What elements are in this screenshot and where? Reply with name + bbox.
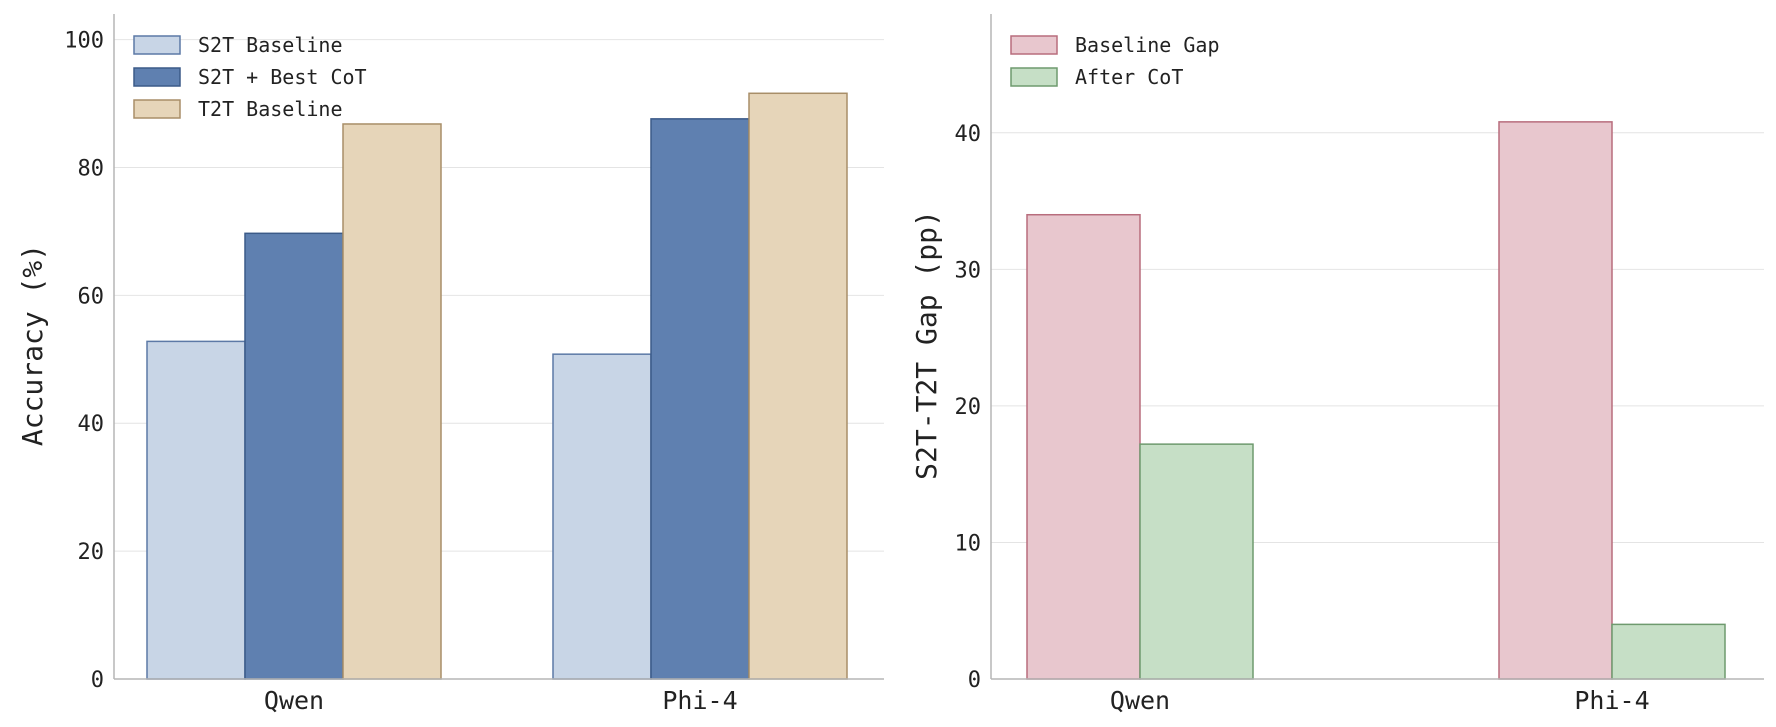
- gap-y-tick-label: 0: [968, 668, 981, 693]
- gap-legend-swatch: [1010, 67, 1058, 87]
- accuracy-bar: [748, 92, 848, 680]
- gap-bar: [1498, 121, 1613, 680]
- accuracy-y-tick-label: 0: [91, 668, 104, 693]
- gap-y-axis-label: S2T-T2T Gap (pp): [910, 210, 943, 480]
- gap-bar: [1139, 443, 1254, 680]
- accuracy-legend-swatch: [133, 35, 181, 55]
- gap-x-tick-label: Phi-4: [1574, 686, 1649, 715]
- accuracy-y-tick-label: 100: [64, 29, 104, 54]
- gap-x-tick-label: Qwen: [1110, 686, 1170, 715]
- accuracy-legend-label: S2T + Best CoT: [198, 65, 367, 89]
- accuracy-y-tick-label: 60: [78, 284, 105, 309]
- accuracy-bar: [244, 232, 344, 680]
- accuracy-y-tick-label: 80: [78, 156, 105, 181]
- accuracy-legend-swatch: [133, 99, 181, 119]
- gap-y-tick-label: 40: [955, 122, 982, 147]
- gap-bar: [1611, 623, 1726, 680]
- gap-legend-label: After CoT: [1075, 65, 1183, 89]
- gap-legend-label: Baseline Gap: [1075, 33, 1220, 57]
- accuracy-bar: [146, 340, 246, 680]
- gap-chart: S2T-T2T Gap (pp) 0 10 20 30 40 Qwen Phi-4 Basel…: [910, 14, 1764, 715]
- gap-y-tick-label: 30: [955, 258, 982, 283]
- accuracy-bar: [342, 123, 442, 680]
- accuracy-y-tick-label: 20: [78, 540, 105, 565]
- accuracy-legend-swatch: [133, 67, 181, 87]
- gap-y-tick-label: 20: [955, 395, 982, 420]
- gap-bar: [1026, 213, 1141, 680]
- gap-y-tick-label: 10: [955, 531, 982, 556]
- gap-legend-swatch: [1010, 35, 1058, 55]
- accuracy-bar: [650, 118, 750, 680]
- accuracy-chart: Accuracy (%) 0 20 40 60 80 100 Qwen Phi-4 S2T Ba…: [16, 14, 884, 715]
- accuracy-x-tick-label: Phi-4: [662, 686, 737, 715]
- accuracy-legend-label: S2T Baseline: [198, 33, 343, 57]
- accuracy-legend-label: T2T Baseline: [198, 97, 343, 121]
- accuracy-y-tick-label: 40: [78, 412, 105, 437]
- accuracy-y-axis-label: Accuracy (%): [16, 244, 49, 446]
- accuracy-bar: [552, 353, 652, 680]
- accuracy-x-tick-label: Qwen: [264, 686, 324, 715]
